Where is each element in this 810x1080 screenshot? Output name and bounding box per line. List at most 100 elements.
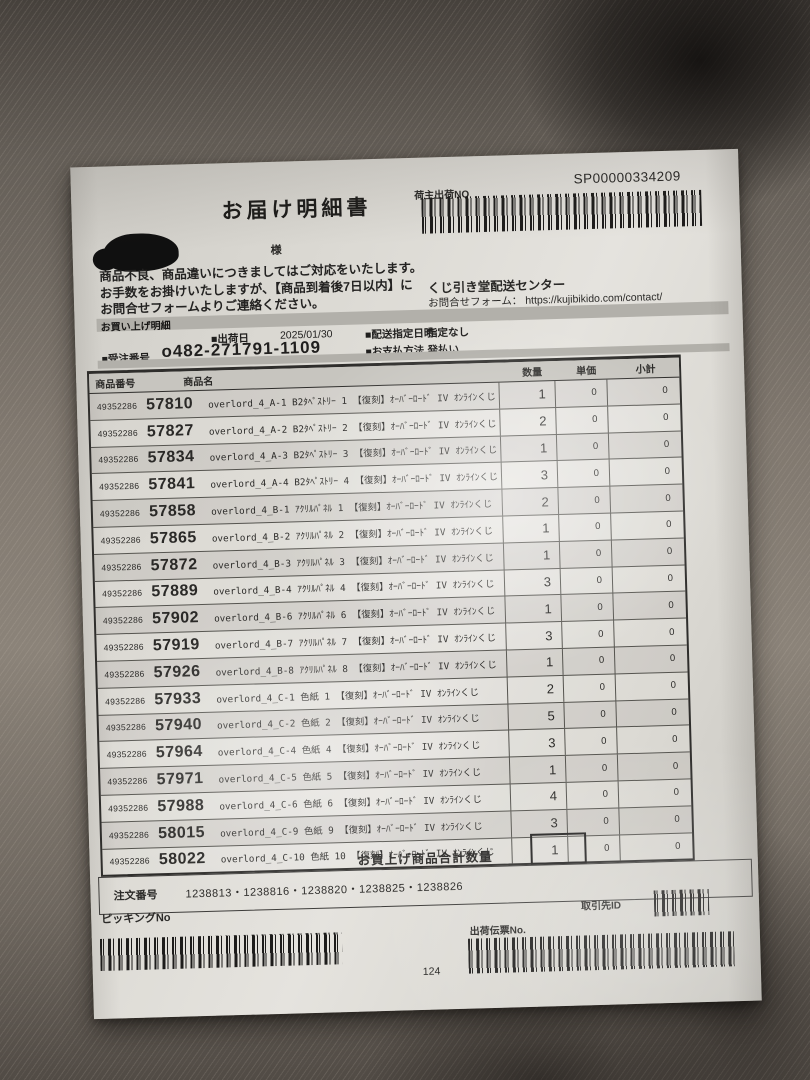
product-name: overlord_4_A-3 B2ﾀﾍﾟｽﾄﾘｰ 3 【復刻】ｵｰﾊﾞｰﾛｰﾄﾞ…: [209, 445, 498, 465]
product-name: overlord_4_C-6 色紙 6 【復刻】ｵｰﾊﾞｰﾛｰﾄﾞ IV ｵﾝﾗ…: [219, 794, 483, 813]
subtotal-cell: 0: [611, 565, 681, 593]
items-table: 商品番号 商品名 数量 単価 小計 49352286 57810 overlor…: [86, 354, 695, 878]
product-name: overlord_4_A-2 B2ﾀﾍﾟｽﾄﾘｰ 2 【復刻】ｵｰﾊﾞｰﾛｰﾄﾞ…: [208, 418, 497, 438]
subtotal-cell: 0: [607, 431, 677, 459]
document-title: お届け明細書: [221, 196, 372, 224]
subtotal-cell: 0: [606, 377, 676, 406]
unit-price-cell: 0: [561, 647, 615, 675]
quantity-cell: 3: [500, 461, 558, 489]
product-code-prefix: 49352286: [107, 775, 148, 787]
subtotal-cell: 0: [610, 538, 680, 567]
product-code: 57827: [146, 421, 195, 441]
header-subtotal: 小計: [635, 364, 656, 376]
unit-price-cell: 0: [565, 781, 619, 809]
product-name: overlord_4_C-4 色紙 4 【復刻】ｵｰﾊﾞｰﾛｰﾄﾞ IV ｵﾝﾗ…: [217, 740, 481, 759]
unit-price-cell: 0: [556, 459, 610, 488]
product-name: overlord_4_B-7 ｱｸﾘﾙﾊﾟﾈﾙ 7 【復刻】ｵｰﾊﾞｰﾛｰﾄﾞ …: [214, 632, 497, 652]
subtotal-cell: 0: [607, 404, 676, 433]
subtotal-cell: 0: [613, 645, 683, 674]
product-code-prefix: 49352286: [98, 454, 139, 466]
product-code-prefix: 49352286: [105, 722, 147, 734]
shipping-slip-barcode: [467, 931, 735, 974]
product-name: overlord_4_A-4 B2ﾀﾍﾟｽﾄﾘｰ 4 【復刻】ｵｰﾊﾞｰﾛｰﾄﾞ…: [210, 471, 499, 491]
subtotal-cell: 0: [609, 484, 679, 513]
quantity-cell: 3: [505, 622, 562, 650]
subtotal-cell: 0: [616, 725, 685, 754]
subtotal-cell: 0: [610, 511, 679, 540]
product-code: 57933: [154, 689, 202, 709]
product-code: 57841: [148, 475, 196, 494]
subtotal-cell: 0: [617, 779, 687, 808]
quantity-cell: 4: [509, 782, 567, 811]
product-code: 57940: [154, 716, 203, 735]
shipper-shipment-no-value: SP00000334209: [573, 168, 681, 187]
page-number: 124: [422, 965, 441, 978]
product-code-prefix: 49352286: [103, 641, 145, 653]
product-code: 57865: [149, 528, 198, 548]
unit-price-cell: 0: [558, 513, 611, 541]
product-code-prefix: 49352286: [102, 588, 143, 600]
purchase-details-section-title: お買い上げ明細: [100, 320, 171, 334]
total-quantity-label: お買上げ商品合計数量: [357, 849, 493, 868]
product-code: 57902: [151, 609, 200, 628]
unit-price-cell: 0: [557, 486, 611, 514]
quantity-cell: 3: [503, 568, 561, 596]
product-code-prefix: 49352286: [108, 829, 150, 841]
unit-price-cell: 0: [562, 674, 616, 702]
unit-price-cell: 0: [555, 406, 608, 434]
shipment-no-barcode: [421, 189, 703, 234]
product-name: overlord_4_A-1 B2ﾀﾍﾟｽﾄﾘｰ 1 【復刻】ｵｰﾊﾞｰﾛｰﾄﾞ…: [207, 391, 496, 411]
unit-price-cell: 0: [566, 808, 620, 836]
subtotal-cell: 0: [614, 672, 684, 701]
shipping-slip-no-label: 出荷伝票No.: [469, 925, 526, 938]
quantity-cell: 1: [504, 595, 562, 623]
product-code: 57889: [151, 582, 199, 601]
quantity-cell: 3: [508, 729, 565, 757]
quantity-cell: 2: [501, 488, 559, 516]
delivery-time-label: ■配送指定日時: [364, 327, 435, 342]
unit-price-cell: 0: [559, 567, 613, 595]
product-name: overlord_4_B-4 ｱｸﾘﾙﾊﾟﾈﾙ 4 【復刻】ｵｰﾊﾞｰﾛｰﾄﾞ …: [213, 579, 495, 599]
product-code: 57872: [150, 555, 198, 575]
product-code-prefix: 49352286: [106, 748, 147, 760]
product-code-prefix: 49352286: [105, 695, 146, 707]
header-unit-price: 単価: [575, 365, 597, 378]
product-code: 57858: [148, 502, 197, 521]
product-code-prefix: 49352286: [101, 561, 142, 573]
quantity-cell: 1: [498, 381, 556, 409]
subtotal-cell: 0: [618, 806, 688, 834]
quantity-cell: 2: [499, 407, 556, 436]
subtotal-cell: 0: [619, 833, 688, 861]
delivery-time-value: 指定なし: [426, 326, 470, 340]
order-numbers-label: 注文番号: [113, 889, 158, 903]
header-quantity: 数量: [522, 367, 543, 379]
product-code: 57834: [147, 448, 195, 467]
quantity-cell: 1: [508, 756, 566, 784]
product-code: 57919: [152, 636, 201, 655]
quantity-cell: 2: [506, 675, 564, 704]
total-quantity-box: [530, 832, 587, 865]
subtotal-cell: 0: [612, 591, 682, 620]
product-code: 58015: [157, 823, 206, 842]
product-code: 57964: [155, 743, 204, 762]
addressee-honorific: 様: [270, 244, 282, 257]
product-name: overlord_4_C-2 色紙 2 【復刻】ｵｰﾊﾞｰﾛｰﾄﾞ IV ｵﾝﾗ…: [216, 713, 480, 733]
subtotal-cell: 0: [613, 618, 682, 647]
product-code: 57988: [157, 796, 205, 816]
product-code-prefix: 49352286: [97, 427, 139, 439]
items-table-body: 49352286 57810 overlord_4_A-1 B2ﾀﾍﾟｽﾄﾘｰ …: [89, 377, 693, 876]
subtotal-cell: 0: [615, 699, 685, 727]
picking-no-barcode: [99, 932, 343, 971]
unit-price-cell: 0: [564, 754, 618, 782]
quantity-cell: 1: [499, 434, 557, 462]
subtotal-cell: 0: [608, 458, 678, 486]
defect-notice-text: 商品不良、商品違いにつきましてはご対応をいたします。 お手数をお掛けいたしますが…: [99, 260, 423, 319]
product-name: overlord_4_B-3 ｱｸﾘﾙﾊﾟﾈﾙ 3 【復刻】ｵｰﾊﾞｰﾛｰﾄﾞ …: [212, 552, 494, 572]
product-code-prefix: 49352286: [108, 802, 149, 814]
client-id-label: 取引先ID: [580, 900, 622, 913]
client-id-barcode: [653, 888, 710, 917]
delivery-statement-paper: お届け明細書 荷主出荷NO SP00000334209 様 商品不良、商品違いに…: [70, 148, 762, 1020]
product-code-prefix: 49352286: [104, 668, 145, 680]
product-code-prefix: 49352286: [109, 855, 150, 868]
